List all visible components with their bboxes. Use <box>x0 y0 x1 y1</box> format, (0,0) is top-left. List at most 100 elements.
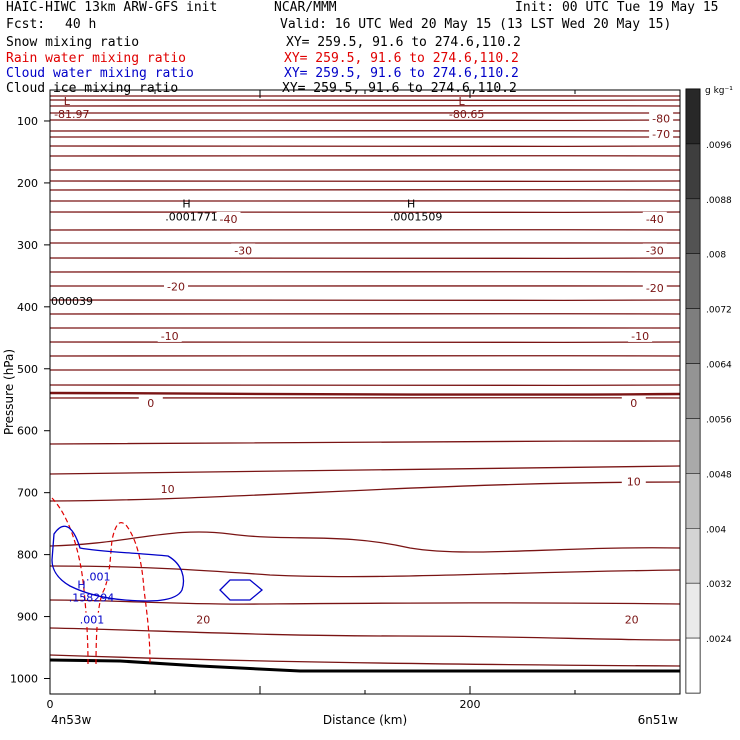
temperature-label: -70 <box>652 128 670 141</box>
label-backdrop <box>157 328 182 342</box>
temperature-contour-10 <box>50 481 680 502</box>
rain-water-contour-2 <box>95 522 151 665</box>
y-tick-label: 700 <box>17 487 38 500</box>
extremum-marker: H <box>77 579 85 592</box>
label-backdrop <box>642 243 667 257</box>
colorbar-label: .0096 <box>706 141 732 151</box>
field-snow-name: Snow mixing ratio <box>6 35 140 50</box>
colorbar-units: g kg⁻¹ <box>705 86 733 96</box>
temperature-label: -10 <box>161 330 179 343</box>
extremum-value: .0001771 <box>165 211 218 224</box>
colorbar-swatch <box>685 88 701 145</box>
colorbar-swatch <box>685 637 701 694</box>
left-endpoint-label: 4n53w <box>51 713 92 727</box>
temperature-label: 0 <box>147 397 154 410</box>
colorbar-swatch <box>685 198 701 254</box>
temperature-contour <box>50 189 680 191</box>
edge-value-label: 000039 <box>51 295 93 308</box>
extremum-marker: H <box>182 198 190 211</box>
temperature-contour <box>50 155 680 157</box>
model-title: HAIC-HIWC 13km ARW-GFS init <box>6 0 218 15</box>
center-label: NCAR/MMM <box>274 0 337 15</box>
temperature-contour <box>50 397 680 399</box>
temperature-label: -10 <box>631 330 649 343</box>
label-backdrop <box>642 211 667 225</box>
colorbar-label: .0056 <box>706 415 732 425</box>
y-tick-label: 400 <box>17 301 38 314</box>
colorbar: .0096 .0088 .008 .0072 .0064 .0056 .0048 .004 .0… <box>685 86 733 694</box>
temperature-contour <box>50 355 680 357</box>
rain-water-contour <box>51 497 89 665</box>
temperature-contour-0 <box>50 391 680 396</box>
y-tick-label: 800 <box>17 549 38 562</box>
temperature-label: -40 <box>220 213 238 226</box>
right-endpoint-label: 6n51w <box>638 713 679 727</box>
label-backdrop <box>78 612 106 625</box>
contour-labels: -80 -70 -40 -40 -30 -30 -20 -20 -10 -10 0 0 10 10 20 20… <box>51 95 674 627</box>
temperature-contour-low-2 <box>50 565 680 578</box>
temperature-label: 0 <box>630 397 637 410</box>
temperature-label: 10 <box>161 483 175 496</box>
cloud-water-contour-small <box>219 579 264 601</box>
label-backdrop <box>619 612 644 626</box>
label-backdrop <box>642 281 667 295</box>
y-tick-label: 500 <box>17 363 38 376</box>
extremum-value: .158294 <box>69 592 115 605</box>
temperature-label: -20 <box>167 280 185 293</box>
temperature-contour-low-4 <box>50 654 680 667</box>
y-tick-label: 900 <box>17 611 38 624</box>
y-tick-label: 1000 <box>10 673 38 686</box>
temperature-contour-low-3 <box>50 627 680 641</box>
temperature-contour <box>50 313 680 315</box>
cloud-water-contour <box>51 525 185 602</box>
init-time: Init: 00 UTC Tue 19 May 15 <box>515 0 719 15</box>
label-backdrop <box>231 243 256 257</box>
label-backdrop <box>649 126 674 140</box>
cloud-water-label: .001 <box>86 570 111 583</box>
colorbar-label: .008 <box>706 251 726 261</box>
x-axis-label: Distance (km) <box>323 713 407 727</box>
label-backdrop <box>164 279 188 293</box>
colorbar-swatch <box>685 253 701 309</box>
terrain-surface <box>50 658 680 673</box>
forecast-hours: 40 h <box>65 17 97 32</box>
temperature-contour <box>50 465 680 475</box>
field-rain-xy: XY= 259.5, 91.6 to 274.6,110.2 <box>284 51 519 66</box>
field-snow-xy: XY= 259.5, 91.6 to 274.6,110.2 <box>286 35 521 50</box>
colorbar-swatch <box>685 418 701 474</box>
label-backdrop <box>84 569 113 582</box>
colorbar-label: .0088 <box>706 196 732 206</box>
colorbar-swatch <box>685 308 701 364</box>
forecast-label: Fcst: <box>6 17 46 32</box>
x-tick-label: 200 <box>460 698 481 711</box>
extremum-value: -80.65 <box>449 108 484 121</box>
temperature-contours <box>50 94 680 475</box>
label-backdrop <box>155 481 180 495</box>
extremum-marker: H <box>407 198 415 211</box>
extremum-marker: L <box>459 95 466 108</box>
temperature-label: -80 <box>652 112 670 125</box>
temperature-label: 10 <box>627 476 641 489</box>
extremum-value: -81.97 <box>54 108 89 121</box>
colorbar-swatch <box>685 528 701 584</box>
field-cloud-ice-name: Cloud ice mixing ratio <box>6 81 179 96</box>
field-cloud-water-name: Cloud water mixing ratio <box>6 66 194 81</box>
label-backdrop <box>191 612 216 626</box>
temperature-label: -30 <box>234 244 252 257</box>
y-axis-label: Pressure (hPa) <box>2 349 16 435</box>
temperature-label: 20 <box>196 614 210 627</box>
temperature-contour-low-1 <box>50 531 680 553</box>
x-tick-label: 0 <box>47 698 54 711</box>
temperature-label: -40 <box>646 213 664 226</box>
extremum-marker: L <box>64 95 71 108</box>
field-cloud-water-xy: XY= 259.5, 91.6 to 274.6,110.2 <box>284 66 519 81</box>
colorbar-label: .0048 <box>706 470 732 480</box>
field-rain-name: Rain water mixing ratio <box>6 51 187 66</box>
y-tick-label: 200 <box>17 177 38 190</box>
y-tick-label: 100 <box>17 115 38 128</box>
field-cloud-ice-xy: XY= 259.5, 91.6 to 274.6,110.2 <box>282 81 517 96</box>
valid-time: Valid: 16 UTC Wed 20 May 15 (13 LST Wed … <box>280 17 672 32</box>
label-backdrop <box>628 328 653 342</box>
